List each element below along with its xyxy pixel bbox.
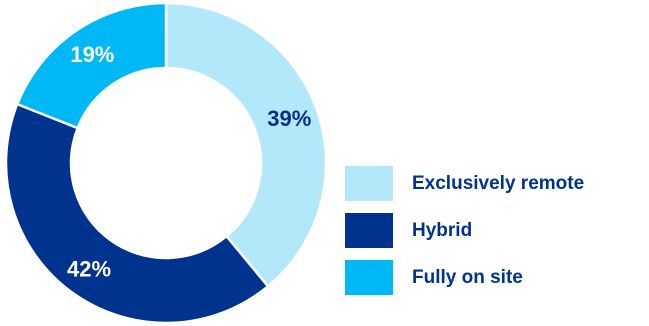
legend-label-exclusively-remote: Exclusively remote (412, 173, 584, 194)
slice-label-hybrid: 42% (67, 256, 111, 281)
legend-swatch-hybrid (345, 213, 393, 248)
slice-exclusively-remote (164, 1, 328, 289)
legend-label-hybrid: Hybrid (412, 220, 472, 241)
slice-fully-on-site (15, 1, 168, 130)
legend-swatch-fully-on-site (345, 260, 393, 295)
slice-labels: 39% 42% 19% (67, 42, 311, 281)
legend-swatch-exclusively-remote (345, 166, 393, 201)
legend-label-fully-on-site: Fully on site (412, 267, 523, 288)
donut-slices (4, 1, 328, 325)
slice-hybrid (4, 102, 270, 325)
slice-label-fully-on-site: 19% (70, 42, 114, 67)
legend: Exclusively remote Hybrid Fully on site (345, 166, 584, 295)
slice-label-exclusively-remote: 39% (267, 106, 311, 131)
